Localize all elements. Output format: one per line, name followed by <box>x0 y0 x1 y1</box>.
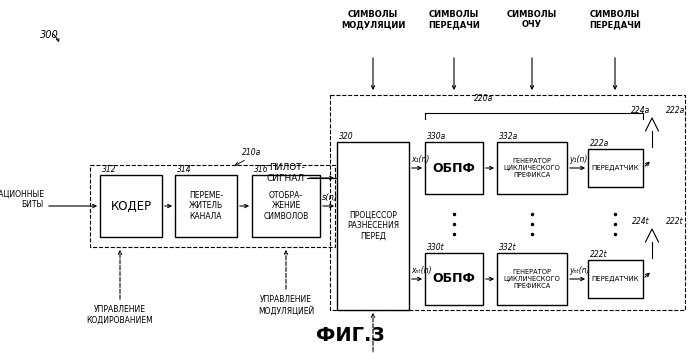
Bar <box>337 142 409 310</box>
Text: y₁(n): y₁(n) <box>569 155 587 164</box>
Text: ПРОЦЕССОР
РАЗНЕСЕНИЯ
ПЕРЕД: ПРОЦЕССОР РАЗНЕСЕНИЯ ПЕРЕД <box>347 211 399 241</box>
Text: 224t: 224t <box>633 217 650 226</box>
Text: СИМВОЛЫ
ПЕРЕДАЧИ: СИМВОЛЫ ПЕРЕДАЧИ <box>428 10 480 29</box>
Text: СИМВОЛЫ
ОЧУ: СИМВОЛЫ ОЧУ <box>507 10 557 29</box>
Bar <box>497 142 567 194</box>
Bar <box>175 175 237 237</box>
Text: 210a: 210a <box>242 148 261 157</box>
Text: СИМВОЛЫ
МОДУЛЯЦИИ: СИМВОЛЫ МОДУЛЯЦИИ <box>341 10 405 29</box>
Bar <box>90 165 335 247</box>
Text: ОБПФ: ОБПФ <box>433 273 475 286</box>
Text: 224a: 224a <box>630 106 650 115</box>
Text: yₙₜ(n): yₙₜ(n) <box>569 266 590 275</box>
Text: ИНФОРМАЦИОННЫЕ
БИТЫ: ИНФОРМАЦИОННЫЕ БИТЫ <box>0 189 44 209</box>
Text: 316: 316 <box>254 165 268 174</box>
Text: ПЕРЕДАТЧИК: ПЕРЕДАТЧИК <box>591 165 640 171</box>
Text: 222t: 222t <box>590 250 607 259</box>
Text: ОБПФ: ОБПФ <box>433 162 475 174</box>
Text: OTOБРА-
ЖЕНИЕ
СИМВОЛОВ: OTOБРА- ЖЕНИЕ СИМВОЛОВ <box>264 191 309 221</box>
Bar <box>425 253 483 305</box>
Text: 332a: 332a <box>499 132 518 141</box>
Text: xₙₜ(n): xₙₜ(n) <box>411 266 431 275</box>
Text: КОДЕР: КОДЕР <box>110 199 152 213</box>
Text: 222t: 222t <box>666 217 684 226</box>
Text: ПЕРЕМЕ-
ЖИТЕЛЬ
КАНАЛА: ПЕРЕМЕ- ЖИТЕЛЬ КАНАЛА <box>189 191 223 221</box>
Text: СИМВОЛЫ
ПЕРЕДАЧИ: СИМВОЛЫ ПЕРЕДАЧИ <box>589 10 641 29</box>
Text: 330t: 330t <box>427 243 445 252</box>
Text: ФИГ.3: ФИГ.3 <box>315 326 384 345</box>
Bar <box>425 142 483 194</box>
Text: 312: 312 <box>102 165 117 174</box>
Text: 222a: 222a <box>666 106 685 115</box>
Text: 332t: 332t <box>499 243 517 252</box>
Bar <box>100 175 162 237</box>
Text: УПРАВЛЕНИЕ
МОДУЛЯЦИЕЙ: УПРАВЛЕНИЕ МОДУЛЯЦИЕЙ <box>258 295 314 316</box>
Bar <box>252 175 320 237</box>
Bar <box>497 253 567 305</box>
Bar <box>588 149 643 187</box>
Text: 220a: 220a <box>475 94 493 103</box>
Text: 320: 320 <box>339 132 354 141</box>
Text: 330a: 330a <box>427 132 446 141</box>
Text: ГЕНЕРАТОР
ЦИКЛИЧЕСКОГО
ПРЕФИКСА: ГЕНЕРАТОР ЦИКЛИЧЕСКОГО ПРЕФИКСА <box>503 269 561 289</box>
Text: 222a: 222a <box>590 139 610 148</box>
Text: ПЕРЕДАТЧИК: ПЕРЕДАТЧИК <box>591 276 640 282</box>
Text: 300: 300 <box>40 30 59 40</box>
Text: x₁(n): x₁(n) <box>411 155 429 164</box>
Text: ПИЛОТ-
СИГНАЛ: ПИЛОТ- СИГНАЛ <box>267 163 305 183</box>
Text: УПРАВЛЕНИЕ
КОДИРОВАНИЕМ: УПРАВЛЕНИЕ КОДИРОВАНИЕМ <box>87 305 153 324</box>
Bar <box>588 260 643 298</box>
Text: s(n): s(n) <box>322 193 338 202</box>
Text: ГЕНЕРАТОР
ЦИКЛИЧЕСКОГО
ПРЕФИКСА: ГЕНЕРАТОР ЦИКЛИЧЕСКОГО ПРЕФИКСА <box>503 158 561 178</box>
Text: 314: 314 <box>177 165 192 174</box>
Bar <box>330 95 685 310</box>
